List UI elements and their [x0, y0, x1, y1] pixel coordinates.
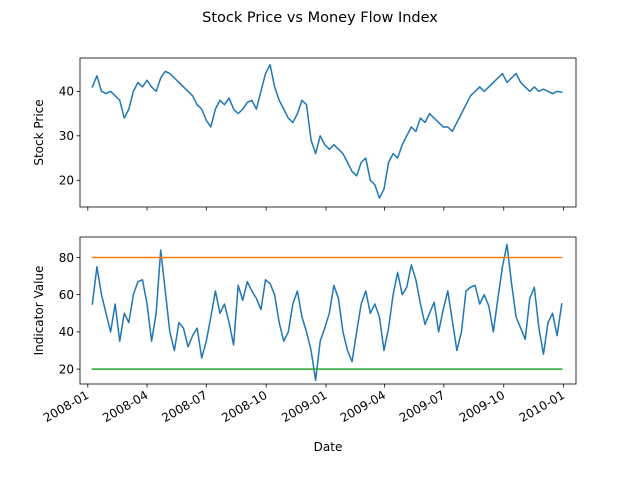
panel-1-y-tick-label: 20: [59, 174, 74, 188]
panel-2-y-tick-label: 40: [59, 325, 74, 339]
x-axis-label: Date: [314, 440, 343, 454]
panel-1: 20 30 40 Stock Price: [32, 57, 577, 211]
chart-title: Stock Price vs Money Flow Index: [202, 10, 438, 26]
panel-2-series-line-1: [91, 243, 563, 382]
panel-2-frame: [79, 236, 577, 385]
panel-1-frame: [79, 57, 577, 208]
panel-2-y-axis-label: Indicator Value: [32, 266, 46, 356]
panel-1-y-axis-label: Stock Price: [32, 99, 46, 165]
panel-1-y-tick-label: 40: [59, 85, 74, 99]
panel-2-y-tick-label: 20: [59, 362, 74, 376]
panel-2-y-tick-label: 80: [59, 251, 74, 265]
panel-2-y-tick-label: 60: [59, 288, 74, 302]
panel-1-y-tick-label: 30: [59, 129, 74, 143]
panel-1-series-line-1: [91, 63, 563, 199]
